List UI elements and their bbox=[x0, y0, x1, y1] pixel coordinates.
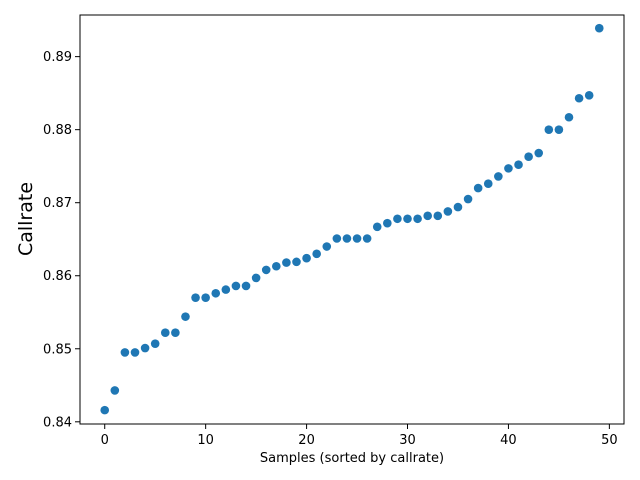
data-point bbox=[473, 183, 483, 193]
data-point bbox=[140, 343, 150, 353]
plot-area-frame bbox=[79, 14, 625, 425]
x-tick-label: 20 bbox=[298, 433, 315, 448]
data-point bbox=[332, 234, 342, 243]
data-point bbox=[272, 261, 281, 271]
data-point bbox=[534, 148, 544, 158]
data-point bbox=[403, 214, 412, 224]
data-point bbox=[312, 249, 321, 259]
y-axis-title: Callrate bbox=[15, 182, 37, 256]
x-tick-label: 0 bbox=[101, 433, 109, 448]
y-tick-label: 0.84 bbox=[43, 415, 72, 430]
data-point bbox=[594, 23, 604, 33]
data-point bbox=[191, 293, 200, 302]
data-point bbox=[433, 211, 443, 221]
data-point bbox=[574, 93, 584, 103]
x-axis-title: Samples (sorted by callrate) bbox=[260, 451, 444, 466]
data-point bbox=[443, 207, 453, 216]
data-point bbox=[251, 273, 261, 283]
data-point bbox=[221, 285, 231, 294]
y-tick-label: 0.88 bbox=[43, 123, 72, 138]
data-point bbox=[181, 312, 190, 321]
data-point bbox=[261, 265, 271, 275]
data-point bbox=[231, 281, 241, 291]
y-tick-label: 0.85 bbox=[43, 342, 72, 357]
y-axis-ticks: 0.84 0.85 0.86 0.87 0.88 0.89 bbox=[43, 50, 80, 430]
y-tick-label: 0.89 bbox=[43, 50, 72, 65]
data-points bbox=[100, 23, 604, 415]
x-tick-label: 10 bbox=[197, 433, 214, 448]
data-point bbox=[302, 253, 311, 263]
data-point bbox=[342, 234, 352, 243]
data-point bbox=[241, 281, 251, 291]
data-point bbox=[554, 125, 564, 134]
y-tick-label: 0.87 bbox=[43, 196, 72, 211]
data-point bbox=[494, 172, 503, 181]
data-point bbox=[383, 218, 392, 228]
data-point bbox=[524, 152, 533, 161]
data-point bbox=[483, 179, 493, 189]
data-point bbox=[211, 288, 221, 298]
data-point bbox=[352, 234, 362, 243]
data-point bbox=[504, 164, 513, 173]
plot-area-background bbox=[80, 15, 624, 424]
data-point bbox=[322, 242, 332, 251]
data-point bbox=[423, 211, 433, 221]
data-point bbox=[150, 339, 160, 348]
data-point bbox=[514, 160, 523, 170]
data-point bbox=[171, 328, 180, 338]
x-tick-label: 30 bbox=[399, 433, 416, 448]
data-point bbox=[584, 91, 594, 100]
data-point bbox=[463, 194, 473, 204]
data-point bbox=[130, 348, 140, 357]
data-point bbox=[292, 257, 301, 267]
data-point bbox=[160, 328, 170, 338]
x-tick-label: 40 bbox=[500, 433, 517, 448]
data-point bbox=[100, 405, 110, 415]
data-point bbox=[201, 293, 210, 302]
y-tick-label: 0.86 bbox=[43, 269, 72, 284]
data-point bbox=[393, 214, 402, 224]
data-point bbox=[362, 234, 372, 243]
data-point bbox=[282, 258, 291, 267]
data-point bbox=[120, 348, 130, 357]
data-point bbox=[564, 112, 574, 122]
data-point bbox=[110, 386, 120, 395]
data-point bbox=[372, 222, 382, 232]
data-point bbox=[544, 125, 554, 134]
x-axis-ticks: 0 10 20 30 40 50 bbox=[101, 424, 618, 448]
data-point bbox=[413, 214, 422, 224]
x-tick-label: 50 bbox=[601, 433, 618, 448]
data-point bbox=[453, 202, 463, 212]
